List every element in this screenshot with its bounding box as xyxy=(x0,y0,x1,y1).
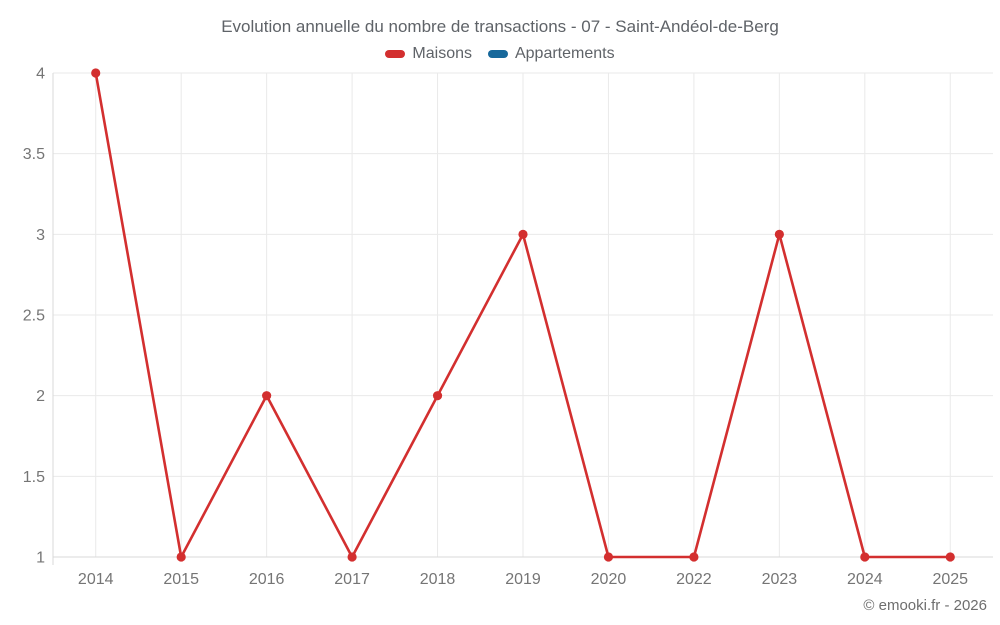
legend-item-maisons[interactable]: Maisons xyxy=(385,45,472,63)
data-point-2015[interactable] xyxy=(176,552,186,562)
x-tick-label: 2016 xyxy=(249,571,285,588)
data-point-2017[interactable] xyxy=(347,552,357,562)
y-tick-label: 1.5 xyxy=(23,469,45,486)
watermark: © emooki.fr - 2026 xyxy=(863,597,987,614)
x-tick-label: 2025 xyxy=(932,571,968,588)
x-tick-label: 2024 xyxy=(847,571,883,588)
y-tick-label: 3.5 xyxy=(23,146,45,163)
x-tick-label: 2017 xyxy=(334,571,370,588)
data-point-2022[interactable] xyxy=(689,552,699,562)
x-tick-label: 2018 xyxy=(420,571,456,588)
x-tick-label: 2014 xyxy=(78,571,114,588)
y-tick-label: 2 xyxy=(36,388,45,405)
data-point-2023[interactable] xyxy=(774,229,784,239)
y-tick-label: 2.5 xyxy=(23,307,45,324)
x-tick-label: 2019 xyxy=(505,571,541,588)
data-point-2018[interactable] xyxy=(432,391,443,401)
chart-legend: Maisons Appartements xyxy=(0,45,1000,63)
data-point-2016[interactable] xyxy=(262,391,272,401)
data-point-2019[interactable] xyxy=(518,229,528,239)
legend-label-appartements: Appartements xyxy=(514,45,615,62)
appartements-legend-swatch-icon xyxy=(487,50,508,58)
chart-title: Evolution annuelle du nombre de transact… xyxy=(221,17,779,36)
x-tick-label: 2022 xyxy=(676,571,712,588)
y-tick-label: 1 xyxy=(36,549,45,566)
data-point-2024[interactable] xyxy=(860,552,870,562)
legend-label-maisons: Maisons xyxy=(412,45,472,62)
legend-item-appartements[interactable]: Appartements xyxy=(487,45,615,63)
maisons-legend-swatch-icon xyxy=(385,50,406,58)
x-tick-label: 2015 xyxy=(163,571,199,588)
data-point-2025[interactable] xyxy=(945,552,955,562)
data-point-2020[interactable] xyxy=(603,552,614,562)
data-point-2014[interactable] xyxy=(91,68,101,78)
x-tick-label: 2023 xyxy=(762,571,798,588)
x-tick-label: 2020 xyxy=(591,571,627,588)
y-tick-label: 4 xyxy=(36,65,45,82)
y-tick-label: 3 xyxy=(36,227,45,244)
